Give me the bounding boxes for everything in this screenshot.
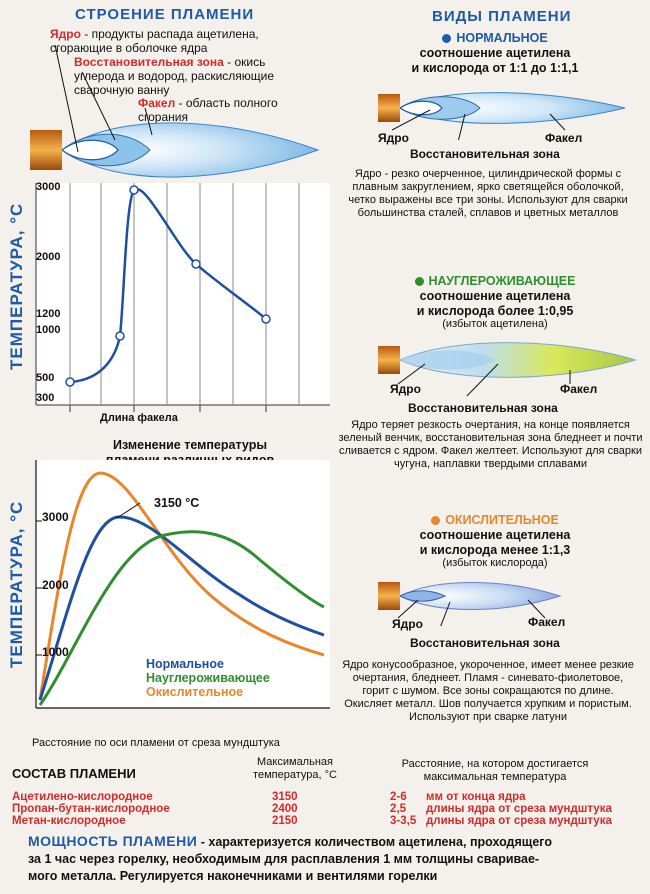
power-term: МОЩНОСТЬ ПЛАМЕНИ <box>28 833 198 849</box>
structure-title: СТРОЕНИЕ ПЛАМЕНИ <box>75 6 255 23</box>
series-carburizing-line <box>38 530 325 706</box>
curve-point <box>65 377 75 387</box>
table-col-temp: Максимальная температура, °С <box>253 756 337 781</box>
table-body: Ацетилено-кислородное 3150 2-6 мм от кон… <box>12 791 642 827</box>
power-paragraph: МОЩНОСТЬ ПЛАМЕНИ - характеризуется колич… <box>28 833 552 883</box>
table-row: Метан-кислородное 2150 3-3,5 длины ядра … <box>12 815 612 827</box>
torch-term: Факел <box>138 96 176 110</box>
curve-point <box>115 331 125 341</box>
tick2-3000: 3000 <box>42 510 69 524</box>
legend-normal: Нормальное <box>146 657 224 671</box>
legend-core: Ядро - продукты распада ацетилена, сгора… <box>50 27 305 55</box>
curve-point <box>261 314 271 324</box>
oxid-torch-label: Факел <box>528 615 566 629</box>
series-oxidizing-line <box>38 471 325 701</box>
x-axis-label-1: Длина факела <box>100 412 178 424</box>
types-title: ВИДЫ ПЛАМЕНИ <box>432 8 572 25</box>
nozzle-icon <box>30 130 62 170</box>
peak-label: 3150 °С <box>154 496 200 510</box>
tick2-2000: 2000 <box>42 578 69 592</box>
curve-point <box>191 259 201 269</box>
legend-torch: Факел - область полного сгорания <box>138 96 318 124</box>
normal-header: НОРМАЛЬНОЕ соотношение ацетилена и кисло… <box>411 31 579 75</box>
series-normal-line <box>38 515 325 701</box>
carb-zone-label: Восстановительная зона <box>408 401 558 415</box>
y-axis-label-2: ТЕМПЕРАТУРА, °С <box>7 500 26 668</box>
oxid-note: (избыток кислорода) <box>442 557 548 569</box>
chart2-legend: Нормальное Науглероживающее Окислительно… <box>146 657 270 699</box>
core-term: Ядро <box>50 27 81 41</box>
oxid-header: ОКИСЛИТЕЛЬНОЕ соотношение ацетилена и ки… <box>419 513 571 557</box>
normal-desc: Ядро - резко очерченное, цилиндрической … <box>348 168 628 219</box>
temperature-comparison-chart <box>35 460 330 709</box>
tick-500: 500 <box>36 372 55 384</box>
tick-2000: 2000 <box>36 251 61 263</box>
table-col-dist: Расстояние, на котором достигается макси… <box>401 758 589 783</box>
table-row: Ацетилено-кислородное 3150 2-6 мм от кон… <box>12 791 526 803</box>
carb-dot-icon <box>414 277 424 287</box>
reduce-term: Восстановительная зона <box>74 55 224 69</box>
normal-zone-label: Восстановительная зона <box>410 147 560 161</box>
x-axis-label-2: Расстояние по оси пламени от среза мундш… <box>32 737 280 749</box>
curve-point <box>129 185 139 195</box>
carb-core-label: Ядро <box>390 382 421 396</box>
flame-structure <box>30 122 320 178</box>
oxid-desc: Ядро конусообразное, укороченное, имеет … <box>342 659 634 723</box>
reduce-desc: - окись углерода и водород, раскис­ляющи… <box>74 55 275 97</box>
oxid-zone-label: Восстановительная зона <box>410 636 560 650</box>
carb-torch-label: Факел <box>560 382 598 396</box>
normal-core-label: Ядро <box>378 131 409 145</box>
oxid-dot-icon <box>431 516 441 526</box>
tick-300: 300 <box>36 392 55 404</box>
legend-oxidizing: Окислительное <box>146 685 244 699</box>
structure-diagram <box>30 44 330 412</box>
carburizing-flame-icon <box>378 342 637 396</box>
tick-1000: 1000 <box>36 324 61 336</box>
normal-dot-icon <box>442 34 452 44</box>
tick-1200: 1200 <box>36 308 61 320</box>
table-title: СОСТАВ ПЛАМЕНИ <box>12 766 136 781</box>
carb-desc: Ядро теряет резкость очертания, на конце… <box>338 419 643 470</box>
oxidizing-flame-icon <box>378 581 562 626</box>
core-desc: - продукты распада ацетилена, сгорающие … <box>50 27 259 55</box>
tick2-1000: 1000 <box>42 645 69 659</box>
table-row: Пропан-бутан-кислородное 2400 2,5 длины … <box>12 803 612 815</box>
normal-flame-icon <box>378 92 626 140</box>
torch-desc: - область полного сгорания <box>138 96 278 124</box>
legend-carburizing: Науглероживающее <box>146 671 270 685</box>
tick-3000: 3000 <box>36 181 61 193</box>
oxid-core-label: Ядро <box>392 617 423 631</box>
y-axis-label-1: ТЕМПЕРАТУРА, °С <box>7 202 26 370</box>
carb-header: НАУГЛЕРОЖИВАЮЩЕЕ соотношение ацетилена и… <box>350 274 640 319</box>
normal-torch-label: Факел <box>545 131 583 145</box>
legend-reduce: Восстановительная зона - окись углерода … <box>74 55 314 97</box>
carb-note: (избыток ацетилена) <box>442 318 548 330</box>
